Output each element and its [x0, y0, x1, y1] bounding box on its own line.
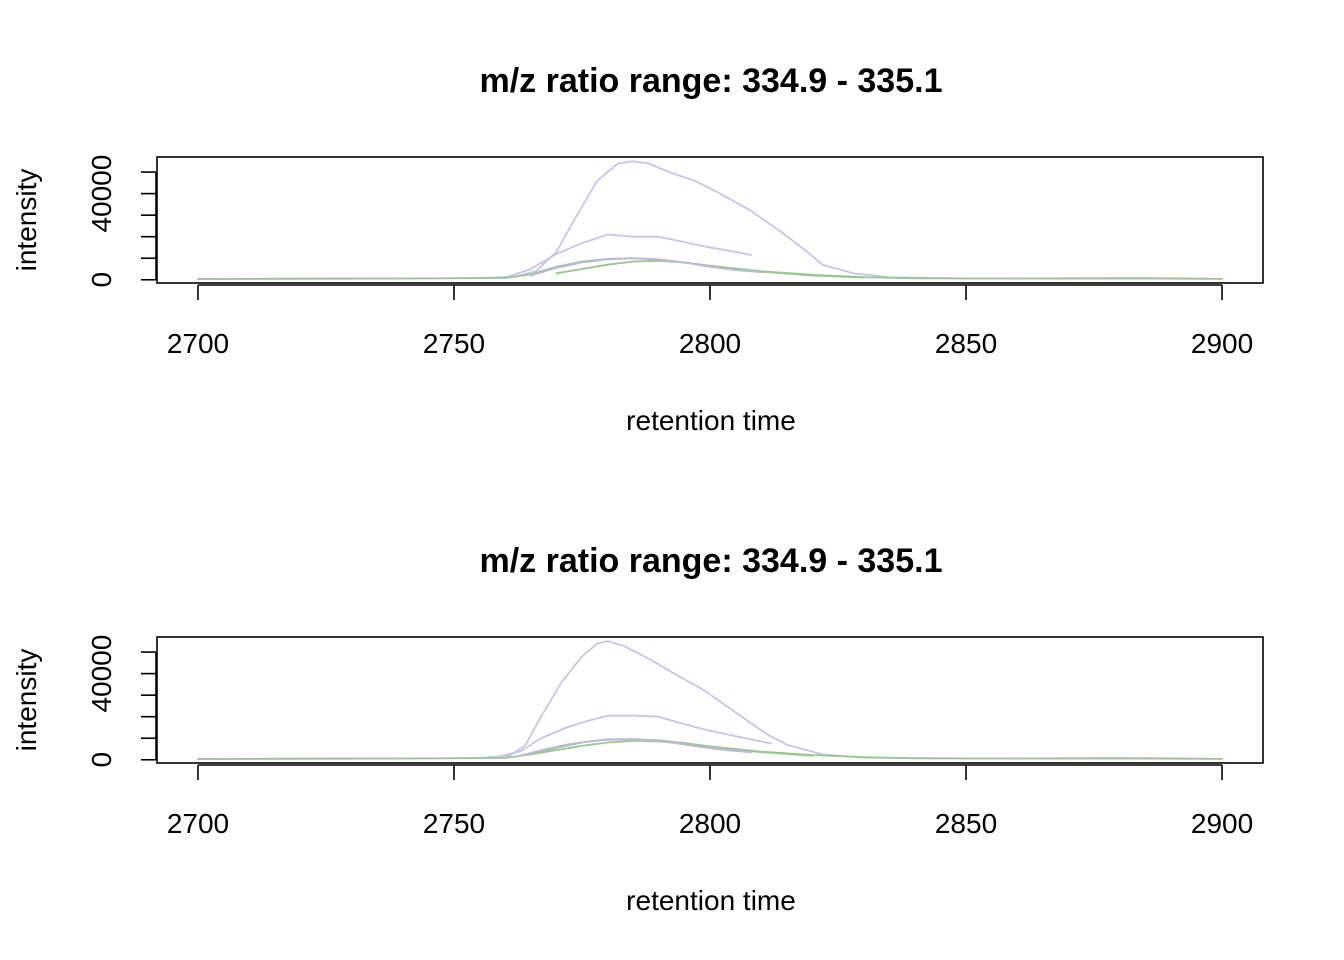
y-axis-label: intensity — [11, 169, 42, 272]
chart-panel-2: m/z ratio range: 334.9 - 335.1 2700 2750 28… — [11, 542, 1264, 916]
x-tick-label: 2850 — [935, 808, 997, 839]
x-tick-label: 2850 — [935, 328, 997, 359]
x-tick-label: 2800 — [679, 808, 741, 839]
x-axis-label: retention time — [626, 885, 796, 916]
chart-title: m/z ratio range: 334.9 - 335.1 — [480, 542, 943, 580]
series-line-1 — [197, 160, 1223, 280]
x-tick-label: 2800 — [679, 328, 741, 359]
series-line-4 — [555, 259, 865, 279]
plot-frame — [156, 156, 1264, 284]
series-line-3 — [197, 257, 1223, 280]
y-tick-label: 0 — [86, 272, 117, 288]
plot-frame — [156, 636, 1264, 764]
y-tick-label: 40000 — [86, 155, 117, 233]
y-axis-label: intensity — [11, 649, 42, 752]
x-tick-label: 2750 — [423, 328, 485, 359]
chart-panel-1: m/z ratio range: 334.9 - 335.1 2700 2750 28… — [11, 62, 1264, 436]
series-line-5 — [529, 257, 763, 277]
x-tick-label: 2700 — [167, 808, 229, 839]
series-line-1 — [197, 640, 1223, 760]
x-tick-label: 2700 — [167, 328, 229, 359]
series-line-5 — [519, 738, 752, 757]
x-tick-label: 2900 — [1191, 808, 1253, 839]
x-axis-label: retention time — [626, 405, 796, 436]
x-tick-label: 2750 — [423, 808, 485, 839]
series-line-2 — [494, 714, 773, 759]
series-line-2 — [504, 233, 752, 279]
chart-title: m/z ratio range: 334.9 - 335.1 — [480, 62, 943, 100]
series-line-3 — [197, 738, 1223, 760]
x-tick-label: 2900 — [1191, 328, 1253, 359]
y-tick-label: 40000 — [86, 635, 117, 713]
y-tick-label: 0 — [86, 752, 117, 768]
